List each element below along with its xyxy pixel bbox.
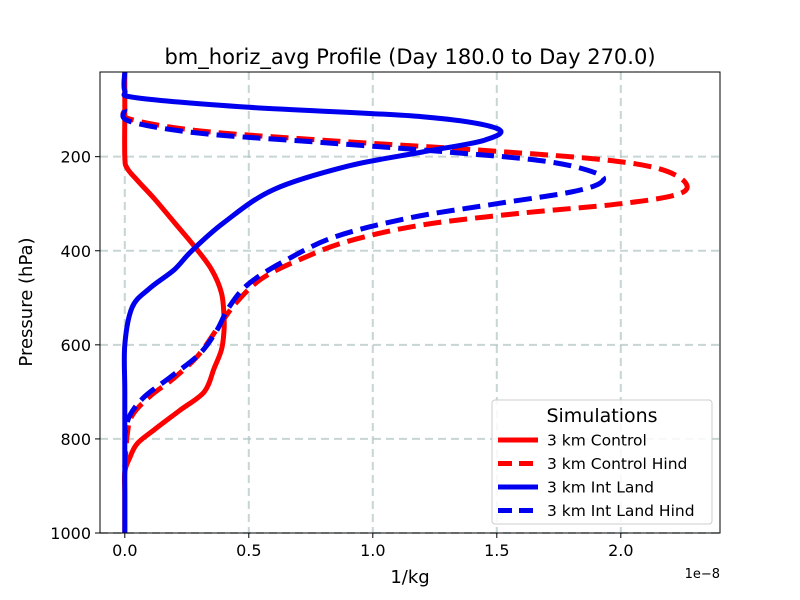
legend-entry-label: 3 km Int Land [547, 479, 654, 497]
legend-entry-label: 3 km Control [547, 432, 647, 450]
series-line [121, 72, 504, 533]
x-tick-label: 0.0 [112, 541, 137, 560]
x-tick-label: 2.0 [608, 541, 633, 560]
y-tick-label: 800 [60, 430, 91, 449]
y-tick-label: 400 [60, 242, 91, 261]
series-line [120, 108, 690, 468]
legend-box [491, 399, 713, 525]
x-tick-label: 1.0 [360, 541, 385, 560]
legend-entry-label: 3 km Control Hind [547, 455, 687, 473]
series-group [120, 72, 690, 533]
legend-title: Simulations [546, 405, 657, 427]
x-axis-offset-label: 1e−8 [685, 567, 720, 582]
x-tick-label: 0.5 [236, 541, 261, 560]
y-axis-label: Pressure (hPa) [16, 237, 37, 366]
x-tick-label: 1.5 [484, 541, 509, 560]
legend: Simulations 3 km Control 3 km Control Hin… [491, 399, 713, 525]
x-axis-label: 1/kg [390, 567, 429, 588]
chart-title: bm_horiz_avg Profile (Day 180.0 to Day 2… [164, 45, 655, 70]
plot-frame [99, 71, 721, 534]
series-line [120, 108, 607, 435]
legend-entry-label: 3 km Int Land Hind [547, 502, 695, 520]
y-tick-label: 1000 [50, 524, 91, 543]
y-tick-label: 200 [60, 148, 91, 167]
series-line [121, 72, 227, 533]
y-tick-label: 600 [60, 336, 91, 355]
ticks: 0.0 0.5 1.0 1.5 2.0 200 400 600 800 1000 [50, 148, 633, 560]
